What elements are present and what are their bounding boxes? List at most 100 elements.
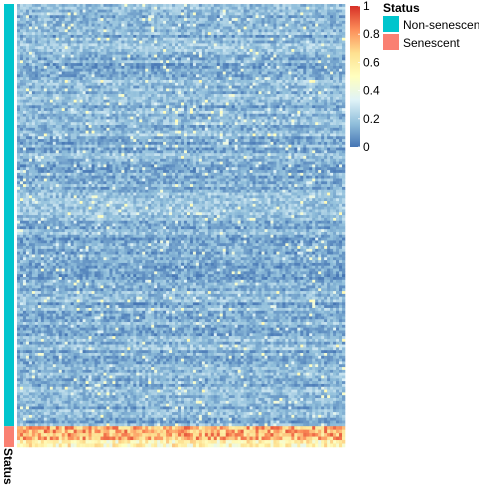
heatmap-cell (88, 40, 92, 44)
heatmap-cell (183, 88, 188, 92)
heatmap-cell (342, 94, 346, 98)
heatmap-cell (228, 4, 232, 8)
heatmap-cell (70, 110, 74, 115)
heatmap-cell (276, 119, 280, 123)
heatmap-cell (85, 68, 89, 72)
heatmap-cell (213, 88, 218, 92)
heatmap-cell (261, 23, 265, 27)
heatmap-cell (306, 32, 310, 36)
heatmap-cell (231, 88, 235, 92)
heatmap-cell (288, 65, 292, 70)
heatmap-cell (183, 82, 188, 86)
heatmap-cell (136, 40, 140, 44)
heatmap-cell (100, 77, 104, 81)
heatmap-cell (321, 49, 325, 53)
heatmap-cell (219, 4, 224, 8)
heatmap-cell (261, 15, 265, 19)
heatmap-cell (285, 43, 289, 47)
heatmap-cell (145, 34, 149, 39)
heatmap-cell (195, 51, 200, 55)
heatmap-cell (339, 65, 343, 70)
heatmap-cell (22, 9, 27, 13)
heatmap-cell (222, 40, 227, 44)
heatmap-cell (34, 34, 39, 39)
heatmap-cell (148, 96, 152, 100)
heatmap-cell (300, 20, 304, 24)
heatmap-cell (312, 6, 316, 10)
heatmap-cell (195, 54, 200, 58)
heatmap-cell (130, 32, 134, 36)
heatmap-cell (82, 94, 86, 98)
heatmap-cell (28, 88, 33, 92)
heatmap-cell (148, 49, 152, 53)
heatmap-cell (201, 88, 206, 92)
heatmap-cell (151, 15, 155, 19)
heatmap-cell (270, 88, 274, 92)
heatmap-cell (40, 46, 45, 50)
heatmap-cell (154, 46, 158, 50)
heatmap-cell (79, 49, 83, 53)
heatmap-cell (52, 63, 57, 67)
heatmap-cell (258, 49, 262, 53)
heatmap-cell (261, 54, 265, 58)
heatmap-cell (88, 99, 92, 103)
heatmap-cell (73, 65, 77, 70)
heatmap-cell (70, 20, 74, 24)
heatmap-cell (240, 102, 244, 106)
heatmap-cell (267, 40, 271, 44)
heatmap-cell (124, 4, 128, 8)
heatmap-cell (249, 51, 253, 55)
heatmap-cell (166, 77, 170, 81)
heatmap-cell (46, 20, 51, 24)
heatmap-cell (94, 74, 98, 78)
heatmap-cell (309, 34, 313, 39)
heatmap-cell (31, 20, 36, 24)
heatmap-cell (73, 74, 77, 78)
heatmap-cell (40, 116, 45, 120)
heatmap-cell (151, 116, 155, 120)
heatmap-cell (73, 26, 77, 30)
heatmap-cell (130, 71, 134, 75)
heatmap-cell (115, 54, 119, 58)
heatmap-cell (231, 23, 235, 27)
heatmap-cell (201, 18, 206, 22)
heatmap-cell (17, 40, 21, 44)
heatmap-cell (178, 20, 182, 24)
heatmap-cell (91, 82, 95, 86)
heatmap-cell (198, 46, 203, 50)
heatmap-cell (142, 4, 146, 8)
heatmap-cell (297, 46, 301, 50)
heatmap-cell (178, 74, 182, 78)
heatmap-cell (288, 51, 292, 55)
heatmap-cell (46, 37, 51, 41)
heatmap-cell (79, 68, 83, 72)
heatmap-cell (186, 18, 191, 22)
heatmap-cell (166, 12, 170, 16)
heatmap-cell (303, 105, 307, 109)
heatmap-cell (273, 37, 277, 41)
heatmap-cell (312, 77, 316, 81)
heatmap-cell (315, 29, 319, 33)
heatmap-cell (249, 4, 253, 8)
heatmap-cell (318, 127, 322, 131)
heatmap-cell (58, 130, 63, 134)
heatmap-cell (157, 32, 161, 36)
heatmap-cell (213, 91, 218, 95)
heatmap-cell (210, 91, 215, 95)
heatmap-cell (61, 130, 66, 134)
heatmap-cell (52, 79, 57, 84)
heatmap-cell (270, 32, 274, 36)
heatmap-cell (342, 37, 346, 41)
heatmap-cell (321, 94, 325, 98)
heatmap-cell (22, 127, 27, 131)
heatmap-cell (64, 82, 68, 86)
heatmap-cell (333, 15, 337, 19)
heatmap-cell (342, 29, 346, 33)
heatmap-cell (115, 105, 119, 109)
heatmap-cell (330, 125, 334, 129)
heatmap-cell (273, 32, 277, 36)
heatmap-cell (163, 18, 167, 22)
heatmap-cell (183, 108, 188, 112)
heatmap-cell (210, 51, 215, 55)
heatmap-cell (94, 79, 98, 84)
